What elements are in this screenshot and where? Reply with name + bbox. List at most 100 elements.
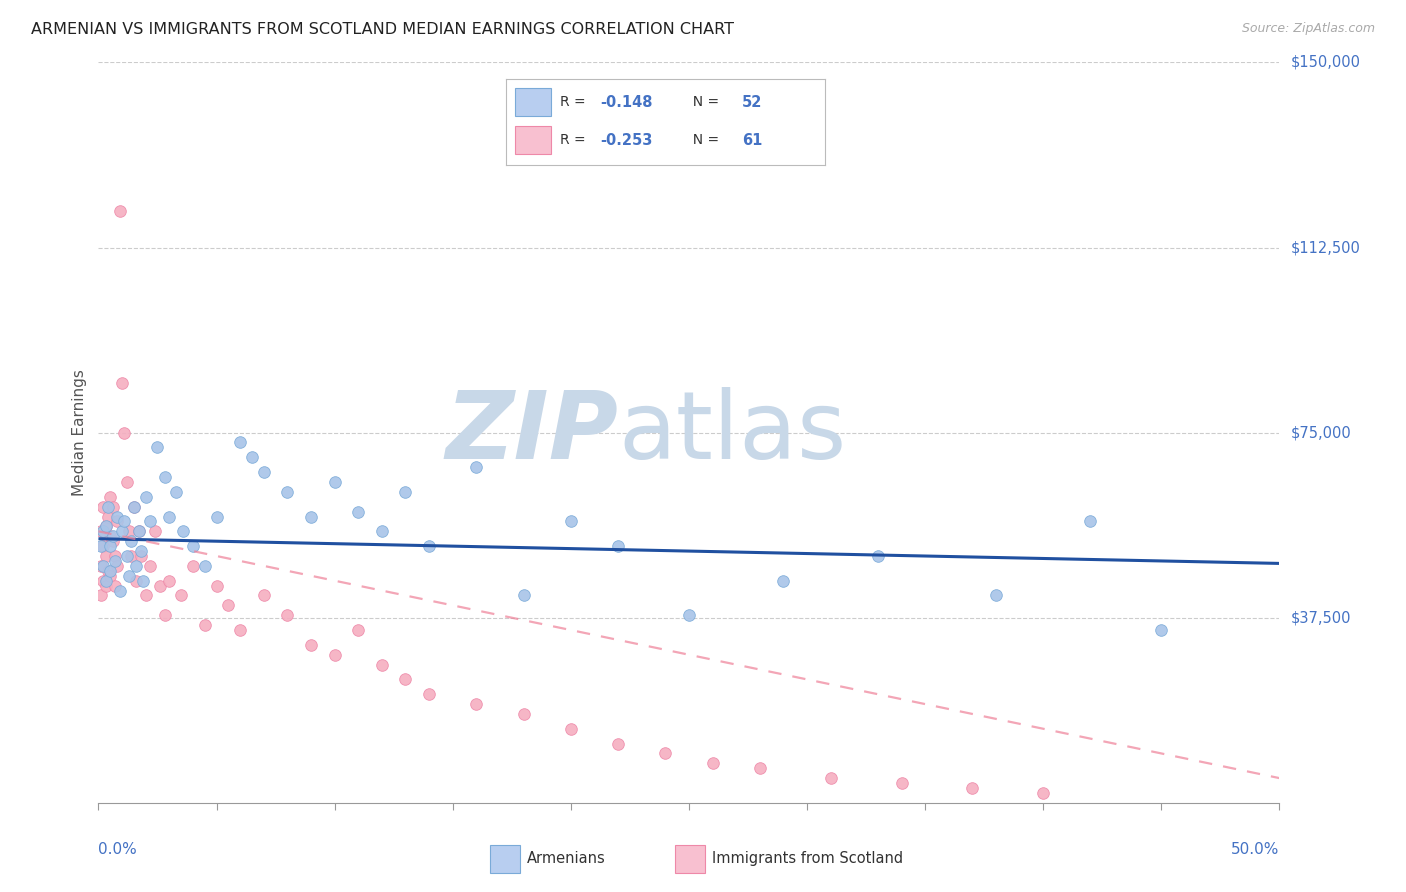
Text: $75,000: $75,000: [1291, 425, 1351, 440]
Point: [253, 465, 276, 479]
Point: [418, 539, 440, 553]
Point: [112, 515, 135, 529]
Point: [94, 519, 117, 533]
Point: [170, 589, 193, 603]
Point: [90, 524, 112, 539]
Point: [1032, 786, 1054, 800]
FancyBboxPatch shape: [675, 846, 706, 872]
Point: [115, 475, 138, 489]
Point: [240, 450, 263, 465]
Text: 50.0%: 50.0%: [1232, 842, 1279, 856]
Point: [394, 484, 416, 499]
Point: [205, 579, 228, 593]
Point: [394, 673, 416, 687]
Point: [560, 722, 582, 736]
Point: [129, 549, 152, 563]
Text: $150,000: $150,000: [1291, 55, 1361, 70]
Point: [347, 623, 370, 637]
Point: [105, 558, 128, 573]
Point: [276, 608, 298, 623]
Point: [181, 539, 204, 553]
Point: [1080, 515, 1102, 529]
Text: $112,500: $112,500: [1291, 240, 1361, 255]
Point: [97, 509, 120, 524]
Point: [962, 780, 984, 795]
Point: [866, 549, 889, 563]
Point: [194, 618, 217, 632]
Point: [94, 549, 117, 563]
Point: [115, 549, 138, 563]
Point: [984, 589, 1007, 603]
Point: [607, 737, 630, 751]
Text: ZIP: ZIP: [446, 386, 619, 479]
Point: [217, 599, 239, 613]
Point: [128, 524, 150, 539]
Point: [111, 376, 134, 391]
Point: [91, 574, 114, 588]
Point: [98, 564, 121, 578]
Point: [276, 484, 298, 499]
Point: [104, 554, 127, 568]
Text: ARMENIAN VS IMMIGRANTS FROM SCOTLAND MEDIAN EARNINGS CORRELATION CHART: ARMENIAN VS IMMIGRANTS FROM SCOTLAND MED…: [31, 22, 734, 37]
Text: 0.0%: 0.0%: [98, 842, 138, 856]
Point: [135, 589, 157, 603]
Point: [98, 568, 121, 582]
Point: [299, 509, 322, 524]
Point: [607, 539, 630, 553]
Point: [146, 441, 169, 455]
Point: [678, 608, 700, 623]
Point: [132, 574, 155, 588]
Point: [94, 519, 117, 533]
Point: [118, 568, 141, 582]
Point: [128, 524, 150, 539]
Point: [299, 638, 322, 652]
Point: [229, 435, 252, 450]
Point: [772, 574, 794, 588]
Point: [101, 534, 124, 549]
Point: [465, 460, 488, 475]
Point: [371, 524, 394, 539]
Point: [97, 564, 120, 578]
Point: [98, 490, 121, 504]
Point: [323, 648, 346, 662]
Point: [418, 687, 440, 701]
Text: Armenians: Armenians: [527, 852, 606, 866]
Point: [135, 490, 157, 504]
Point: [512, 706, 534, 721]
Text: $37,500: $37,500: [1291, 610, 1351, 625]
Point: [139, 558, 162, 573]
Point: [347, 505, 370, 519]
Point: [125, 574, 148, 588]
Point: [820, 771, 842, 785]
Point: [157, 509, 180, 524]
Y-axis label: Median Earnings: Median Earnings: [72, 369, 87, 496]
Point: [90, 539, 112, 553]
Point: [194, 558, 217, 573]
Point: [139, 515, 162, 529]
Point: [125, 558, 148, 573]
Point: [654, 747, 676, 761]
Point: [91, 558, 114, 573]
Point: [371, 657, 394, 672]
Point: [91, 539, 114, 553]
Point: [702, 756, 724, 771]
Point: [105, 515, 128, 529]
Point: [153, 470, 176, 484]
Point: [149, 579, 172, 593]
Point: [229, 623, 252, 637]
Point: [104, 549, 127, 563]
Point: [748, 761, 770, 775]
Point: [97, 500, 120, 514]
Text: Immigrants from Scotland: Immigrants from Scotland: [713, 852, 904, 866]
Point: [112, 425, 135, 440]
Point: [890, 776, 912, 790]
Point: [118, 524, 141, 539]
Point: [121, 534, 143, 549]
Point: [108, 203, 131, 218]
Point: [512, 589, 534, 603]
Point: [143, 524, 166, 539]
Point: [122, 500, 145, 514]
Point: [465, 697, 488, 711]
Point: [165, 484, 187, 499]
Point: [181, 558, 204, 573]
